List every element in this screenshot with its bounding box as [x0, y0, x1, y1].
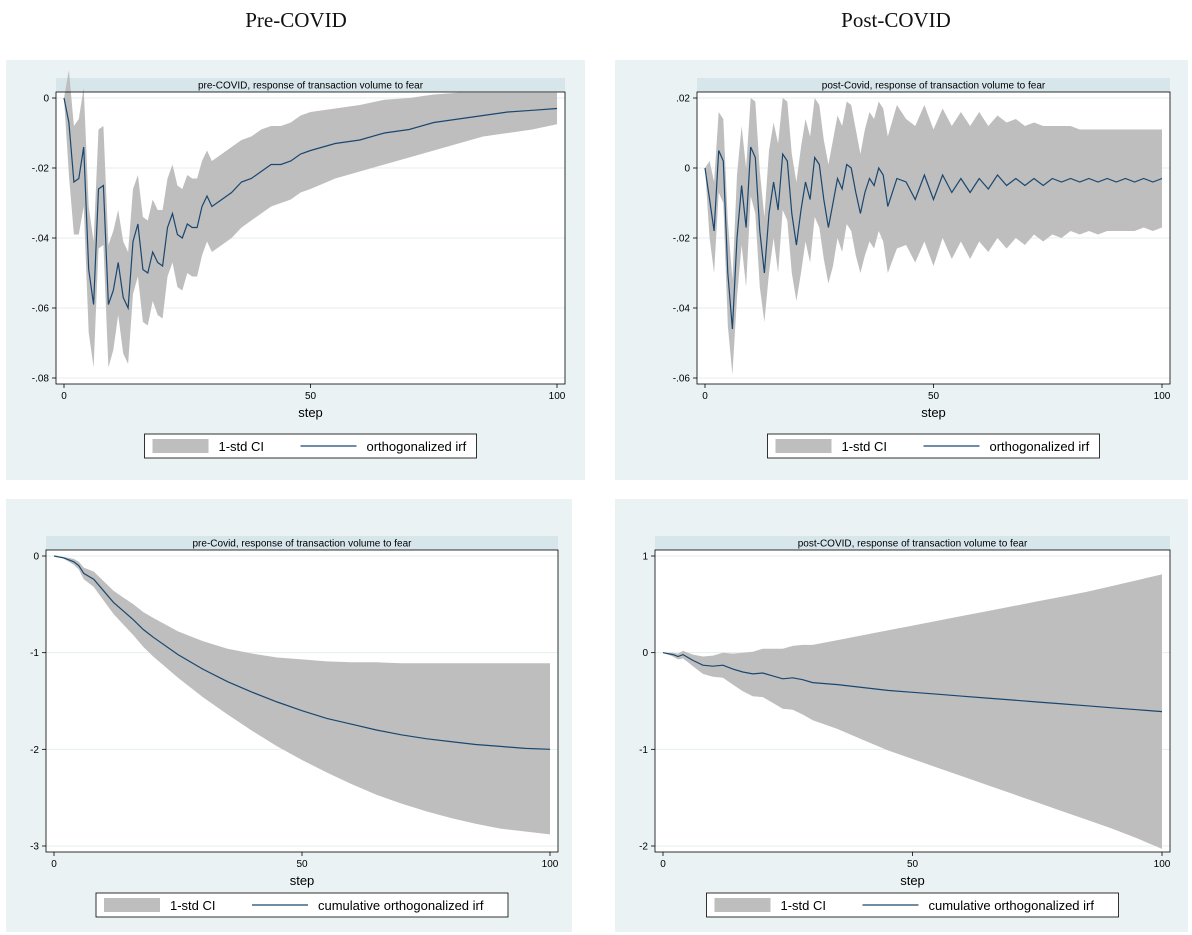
x-tick-label: 50 — [928, 391, 940, 402]
x-tick-label: 100 — [549, 391, 566, 402]
irf-line — [662, 652, 1163, 713]
plot-title-strip — [56, 78, 565, 92]
y-tick-label: -1 — [639, 745, 648, 756]
x-tick-label: 0 — [51, 859, 57, 870]
y-tick-label: 1 — [642, 552, 648, 563]
x-tick-label: 0 — [702, 391, 708, 402]
x-axis-title: step — [290, 873, 315, 888]
legend-ci-label: 1-std CI — [842, 439, 888, 454]
y-tick-label: -3 — [30, 842, 39, 853]
chart-svg: post-Covid, response of transaction volu… — [673, 78, 1171, 459]
x-tick-label: 50 — [907, 859, 919, 870]
x-tick-label: 100 — [1154, 859, 1171, 870]
chart-panel-pre-covid-cumulative: pre-Covid, response of transaction volum… — [6, 499, 572, 932]
chart-panel-pre-covid-irf: pre-COVID, response of transaction volum… — [6, 60, 585, 480]
legend-ci-swatch — [714, 898, 771, 912]
x-axis-title: step — [921, 405, 946, 420]
irf-line — [53, 555, 551, 750]
y-tick-label: -.04 — [673, 304, 691, 315]
x-tick-label: 0 — [660, 859, 666, 870]
plot-title: pre-Covid, response of transaction volum… — [193, 539, 413, 550]
plot-title-strip — [46, 536, 558, 550]
chart-panel-post-covid-cumulative: post-COVID, response of transaction volu… — [615, 499, 1188, 932]
x-tick-label: 100 — [1154, 391, 1171, 402]
y-tick-label: 0 — [684, 164, 690, 175]
y-tick-label: -.02 — [32, 164, 50, 175]
legend-irf-label: cumulative orthogonalized irf — [929, 898, 1095, 913]
y-tick-label: -.06 — [673, 374, 691, 385]
x-tick-label: 50 — [305, 391, 317, 402]
y-tick-label: .02 — [676, 94, 690, 105]
legend-ci-swatch — [775, 439, 832, 453]
x-tick-label: 50 — [296, 859, 308, 870]
chart-svg: post-COVID, response of transaction volu… — [639, 536, 1171, 918]
legend-irf-label: orthogonalized irf — [367, 439, 467, 454]
x-tick-label: 100 — [542, 859, 559, 870]
y-tick-label: -.04 — [32, 234, 50, 245]
y-tick-label: 0 — [33, 552, 39, 563]
plot-title-strip — [697, 78, 1170, 92]
legend-irf-label: orthogonalized irf — [990, 439, 1090, 454]
legend-ci-label: 1-std CI — [219, 439, 265, 454]
plot-title: pre-COVID, response of transaction volum… — [198, 81, 424, 92]
legend-irf-label: cumulative orthogonalized irf — [318, 898, 484, 913]
chart-svg: pre-COVID, response of transaction volum… — [32, 70, 566, 459]
legend-ci-label: 1-std CI — [781, 898, 827, 913]
plot-title: post-COVID, response of transaction volu… — [798, 539, 1028, 550]
legend-ci-swatch — [152, 439, 209, 453]
y-tick-label: -2 — [30, 745, 39, 756]
legend-ci-swatch — [104, 898, 160, 912]
y-tick-label: -.06 — [32, 304, 50, 315]
irf-line — [63, 97, 558, 311]
ci-band — [54, 556, 550, 835]
y-tick-label: 0 — [642, 648, 648, 659]
column-title-post-covid: Post-COVID — [841, 8, 951, 32]
y-tick-label: -.08 — [32, 374, 50, 385]
x-axis-title: step — [298, 405, 323, 420]
ci-band — [663, 574, 1162, 849]
plot-title-strip — [655, 536, 1170, 550]
y-tick-label: 0 — [43, 94, 49, 105]
plot-title: post-Covid, response of transaction volu… — [822, 81, 1046, 92]
y-tick-label: -1 — [30, 648, 39, 659]
column-title-pre-covid: Pre-COVID — [245, 8, 347, 32]
irf-line — [704, 146, 1163, 330]
chart-panel-post-covid-irf: post-Covid, response of transaction volu… — [615, 60, 1188, 480]
y-tick-label: -.02 — [673, 234, 691, 245]
chart-svg: pre-Covid, response of transaction volum… — [30, 536, 559, 918]
y-tick-label: -2 — [639, 842, 648, 853]
x-tick-label: 0 — [61, 391, 67, 402]
ci-band — [64, 70, 557, 368]
legend-ci-label: 1-std CI — [170, 898, 216, 913]
x-axis-title: step — [900, 873, 925, 888]
